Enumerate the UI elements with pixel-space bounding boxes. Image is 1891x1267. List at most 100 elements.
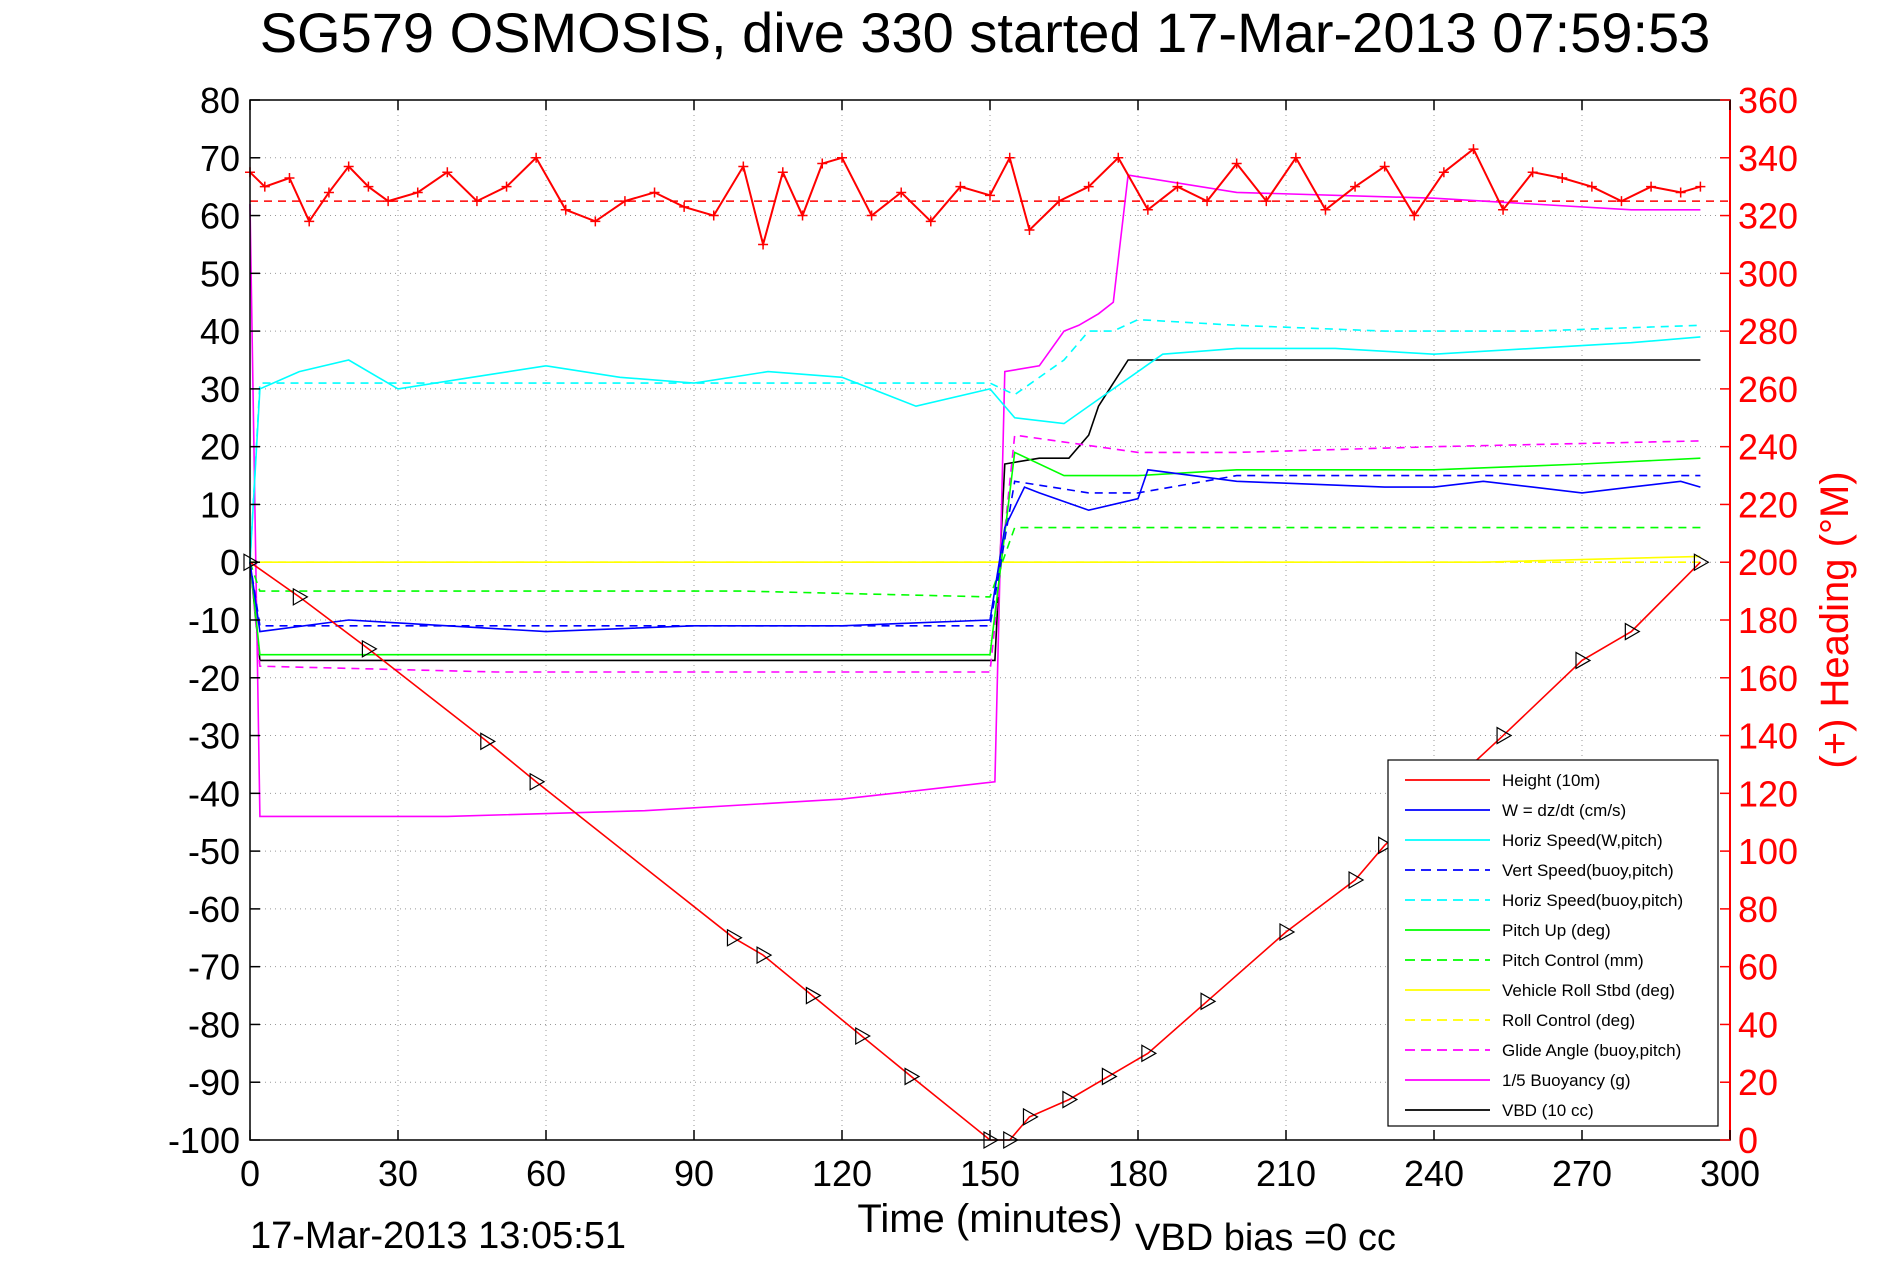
y-tick-label: 50 xyxy=(200,253,240,294)
heading-point xyxy=(985,190,995,201)
y-tick-label: 0 xyxy=(220,542,240,583)
y2-tick-label: 240 xyxy=(1738,427,1798,468)
heading-point xyxy=(619,196,630,207)
legend-entry-label: Height (10m) xyxy=(1502,771,1600,790)
y2-tick-label: 340 xyxy=(1738,138,1798,179)
x-tick-label: 210 xyxy=(1256,1153,1316,1194)
height-marker-point xyxy=(529,772,546,791)
y2-tick-label: 140 xyxy=(1738,716,1798,757)
legend-entry-label: Vert Speed(buoy,pitch) xyxy=(1502,861,1674,880)
y-axis-ticks: 80 70 60 50 40 30 20 10 0 -10 -20 -30 -40 -50 -60 -70 -8… xyxy=(168,80,260,1161)
x-tick-label: 180 xyxy=(1108,1153,1168,1194)
legend-entry-label: Glide Angle (buoy,pitch) xyxy=(1502,1041,1681,1060)
footer-timestamp: 17-Mar-2013 13:05:51 xyxy=(250,1215,626,1257)
y-tick-label: -10 xyxy=(188,600,240,641)
height-marker-point xyxy=(1348,870,1365,890)
legend-entry-label: Pitch Control (mm) xyxy=(1502,951,1644,970)
y2-tick-label: 260 xyxy=(1738,369,1798,410)
height-marker-point xyxy=(1200,992,1217,1011)
heading-point xyxy=(837,152,847,163)
series-horiz-speed-w-pitch-line xyxy=(249,336,1701,563)
heading-point xyxy=(1290,152,1301,163)
heading-point xyxy=(383,196,394,207)
heading-point xyxy=(1557,173,1568,183)
y2-tick-label: 60 xyxy=(1738,947,1778,988)
y2-tick-label: 160 xyxy=(1738,658,1798,699)
height-marker-point xyxy=(726,928,743,947)
y-tick-label: -80 xyxy=(188,1004,240,1045)
x-tick-label: 60 xyxy=(526,1153,566,1194)
height-marker-point xyxy=(805,986,822,1005)
y-tick-label: -30 xyxy=(188,716,240,757)
x-tick-label: 240 xyxy=(1404,1153,1464,1194)
height-marker-point xyxy=(292,587,309,606)
height-marker-point xyxy=(243,553,260,572)
y2-tick-label: 20 xyxy=(1738,1062,1778,1103)
heading-point xyxy=(1527,167,1538,178)
chart-title: SG579 OSMOSIS, dive 330 started 17-Mar-2… xyxy=(260,1,1711,64)
heading-point xyxy=(1231,158,1242,169)
heading-point xyxy=(896,187,907,198)
heading-point xyxy=(1498,204,1509,215)
heading-point xyxy=(866,210,877,221)
legend-entry-label: Horiz Speed(W,pitch) xyxy=(1502,831,1663,850)
heading-point xyxy=(442,167,453,178)
y-tick-label: -90 xyxy=(188,1062,240,1103)
series-pitch-up-deg-line xyxy=(249,451,1701,656)
y2-tick-label: 0 xyxy=(1738,1120,1758,1161)
heading-point xyxy=(1320,204,1331,215)
legend-items: Height (10m) W = dz/dt (cm/s) Horiz Speed(… xyxy=(1405,771,1683,1120)
y-tick-label: 20 xyxy=(200,427,240,468)
heading-point xyxy=(501,181,512,192)
heading-point xyxy=(560,204,571,215)
height-marker-point xyxy=(1693,553,1710,572)
y2-tick-label: 200 xyxy=(1738,542,1798,583)
height-marker-point xyxy=(1141,1044,1158,1063)
x-tick-label: 0 xyxy=(240,1153,260,1194)
heading-point xyxy=(1586,181,1597,192)
heading-line xyxy=(249,147,1701,249)
series-horiz-speed-buoy-pitch-line xyxy=(249,318,1701,563)
legend-entry-label: Horiz Speed(buoy,pitch) xyxy=(1502,891,1683,910)
heading-point xyxy=(738,161,749,172)
x-tick-label: 120 xyxy=(812,1153,872,1194)
y2-tick-label: 40 xyxy=(1738,1004,1778,1045)
height-marker-point xyxy=(1378,836,1394,855)
y2-tick-label: 320 xyxy=(1738,196,1798,237)
series-layer xyxy=(243,144,1730,1150)
heading-point xyxy=(259,181,270,192)
height-marker-point xyxy=(480,732,497,751)
heading-point xyxy=(531,152,542,163)
y-tick-label: -50 xyxy=(188,831,240,872)
x-tick-label: 90 xyxy=(674,1153,714,1194)
legend-entry-label: Vehicle Roll Stbd (deg) xyxy=(1502,981,1675,1000)
heading-point xyxy=(1646,181,1657,192)
y2-tick-label: 100 xyxy=(1738,831,1798,872)
y2-axis-label: (+) Heading (°M) xyxy=(1813,471,1857,768)
heading-point xyxy=(955,181,966,192)
y-tick-label: 60 xyxy=(200,196,240,237)
series-glide-angle-buoy-pitch-line xyxy=(249,434,1701,673)
heading-point xyxy=(471,196,482,207)
heading-point xyxy=(1202,196,1213,207)
series-vbd-10-cc-line xyxy=(249,359,1701,662)
y2-tick-label: 80 xyxy=(1738,889,1778,930)
heading-point xyxy=(1695,181,1706,192)
heading-point xyxy=(817,158,828,169)
heading-point xyxy=(797,210,808,221)
x-axis-label: Time (minutes) xyxy=(857,1197,1122,1241)
heading-point xyxy=(777,167,788,178)
heading-point xyxy=(343,161,354,172)
x-tick-label: 150 xyxy=(960,1153,1020,1194)
vbd-bias-label: VBD bias =0 cc xyxy=(1135,1217,1396,1259)
series-vehicle-roll-stbd-deg-line xyxy=(250,555,1701,564)
y-tick-label: -40 xyxy=(188,773,240,814)
heading-point xyxy=(1468,144,1479,155)
y-tick-label: -70 xyxy=(188,947,240,988)
heading-point xyxy=(363,181,374,192)
heading-point xyxy=(1172,181,1183,192)
height-marker-point xyxy=(1496,726,1513,745)
heading-point xyxy=(925,216,936,227)
y2-tick-label: 180 xyxy=(1738,600,1798,641)
